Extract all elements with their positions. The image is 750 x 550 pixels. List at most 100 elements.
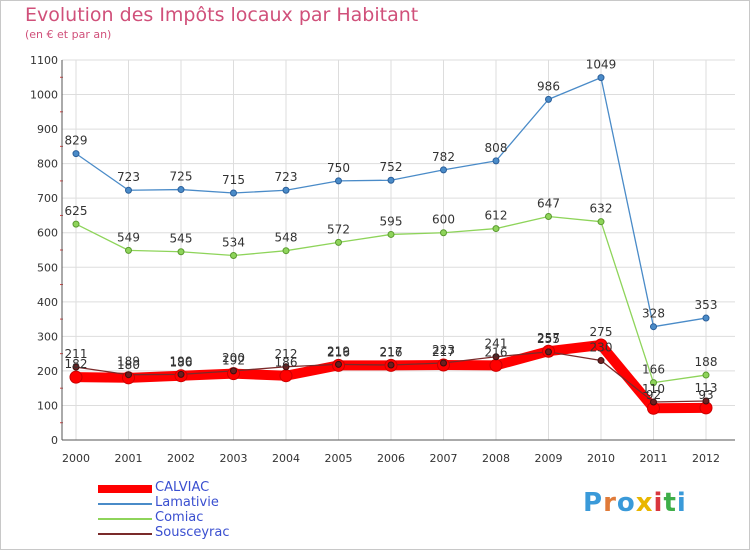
x-tick-label: 2008 — [482, 452, 510, 465]
data-label-sousceyrac: 212 — [275, 347, 298, 361]
data-label-calviac: 186 — [275, 356, 298, 370]
data-label-calviac: 257 — [537, 331, 560, 345]
data-label-calviac: 216 — [327, 345, 350, 359]
data-point-comiac — [492, 225, 500, 233]
y-tick-label: 0 — [51, 434, 58, 447]
data-label-calviac: 217 — [432, 345, 455, 359]
data-label-lamativie: 808 — [485, 141, 508, 155]
data-label-comiac: 647 — [537, 196, 560, 210]
data-point-lamativie — [597, 74, 605, 82]
x-tick-label: 2000 — [62, 452, 90, 465]
data-label-lamativie: 750 — [327, 161, 350, 175]
x-tick-label: 2007 — [430, 452, 458, 465]
data-point-sousceyrac — [545, 348, 552, 356]
data-label-lamativie: 782 — [432, 150, 455, 164]
data-point-sousceyrac — [230, 367, 237, 375]
y-tick-label: 200 — [37, 365, 58, 378]
data-point-lamativie — [650, 323, 657, 331]
data-point-sousceyrac — [702, 397, 710, 405]
data-label-comiac: 625 — [65, 204, 88, 218]
x-tick-label: 2006 — [377, 452, 405, 465]
x-tick-label: 2001 — [115, 452, 143, 465]
legend-label: Sousceyrac — [155, 525, 230, 540]
y-tick-label: 700 — [37, 192, 58, 205]
x-tick-label: 2012 — [692, 452, 720, 465]
data-label-comiac: 188 — [695, 355, 718, 369]
data-label-comiac: 572 — [327, 222, 350, 236]
y-tick-label: 100 — [37, 399, 58, 412]
data-label-sousceyrac: 255 — [537, 332, 560, 346]
data-point-lamativie — [125, 186, 132, 194]
x-tick-label: 2005 — [325, 452, 353, 465]
x-tick-label: 2010 — [587, 452, 615, 465]
x-tick-label: 2003 — [220, 452, 248, 465]
proxiti-logo: Proxiti — [583, 488, 687, 518]
data-point-sousceyrac — [597, 357, 605, 365]
data-point-sousceyrac — [125, 371, 132, 379]
data-label-sousceyrac: 190 — [170, 354, 193, 368]
data-label-lamativie: 328 — [642, 307, 665, 321]
data-label-comiac: 534 — [222, 236, 245, 250]
logo-letter: i — [676, 488, 687, 518]
data-label-lamativie: 725 — [170, 170, 193, 184]
legend-swatch — [98, 518, 152, 520]
data-label-comiac: 595 — [380, 214, 403, 228]
data-label-sousceyrac: 241 — [485, 337, 508, 351]
data-point-sousceyrac — [72, 363, 80, 371]
data-label-calviac: 216 — [485, 345, 508, 359]
data-label-calviac: 180 — [117, 358, 140, 372]
data-label-comiac: 545 — [170, 232, 193, 246]
legend-label: Comiac — [155, 510, 204, 525]
data-point-comiac — [387, 230, 395, 238]
data-point-lamativie — [440, 166, 447, 174]
data-point-lamativie — [545, 95, 552, 103]
data-point-comiac — [72, 220, 80, 228]
data-label-calviac: 182 — [65, 357, 88, 371]
legend-label: CALVIAC — [155, 480, 210, 495]
x-tick-label: 2011 — [640, 452, 668, 465]
data-point-calviac — [489, 358, 503, 372]
data-label-lamativie: 752 — [380, 160, 403, 174]
data-label-sousceyrac: 110 — [642, 382, 665, 396]
data-point-sousceyrac — [387, 361, 395, 369]
data-point-sousceyrac — [440, 359, 447, 367]
y-tick-label: 500 — [37, 261, 58, 274]
data-point-calviac — [279, 369, 293, 383]
logo-letter: t — [663, 488, 677, 518]
y-tick-label: 1100 — [30, 54, 58, 67]
data-label-calviac: 216 — [380, 345, 403, 359]
data-label-sousceyrac: 217 — [380, 345, 403, 359]
data-label-comiac: 548 — [275, 231, 298, 245]
data-point-comiac — [282, 247, 290, 255]
data-label-lamativie: 723 — [117, 170, 140, 184]
logo-letter: i — [653, 488, 664, 518]
data-label-comiac: 549 — [117, 230, 140, 244]
data-label-lamativie: 1049 — [586, 58, 617, 72]
data-point-calviac — [594, 338, 608, 352]
logo-letter: o — [616, 488, 636, 518]
y-tick-label: 800 — [37, 158, 58, 171]
data-point-lamativie — [282, 186, 290, 194]
y-tick-label: 600 — [37, 227, 58, 240]
y-tick-label: 1000 — [30, 89, 58, 102]
data-point-comiac — [650, 379, 657, 387]
data-label-sousceyrac: 200 — [222, 351, 245, 365]
data-label-comiac: 632 — [590, 202, 613, 216]
data-point-comiac — [545, 212, 552, 220]
legend-swatch — [98, 485, 152, 493]
data-point-lamativie — [177, 186, 185, 194]
data-label-lamativie: 723 — [275, 170, 298, 184]
data-label-sousceyrac: 211 — [65, 347, 88, 361]
data-point-sousceyrac — [492, 353, 500, 361]
x-tick-label: 2004 — [272, 452, 300, 465]
data-label-calviac: 92 — [646, 388, 661, 402]
data-label-lamativie: 986 — [537, 79, 560, 93]
data-point-calviac — [69, 370, 83, 384]
data-point-sousceyrac — [335, 360, 342, 368]
data-label-calviac: 275 — [590, 325, 613, 339]
data-label-comiac: 612 — [485, 209, 508, 223]
data-label-comiac: 600 — [432, 213, 455, 227]
data-label-sousceyrac: 223 — [432, 343, 455, 357]
data-label-sousceyrac: 189 — [117, 355, 140, 369]
legend-swatch — [98, 503, 152, 505]
